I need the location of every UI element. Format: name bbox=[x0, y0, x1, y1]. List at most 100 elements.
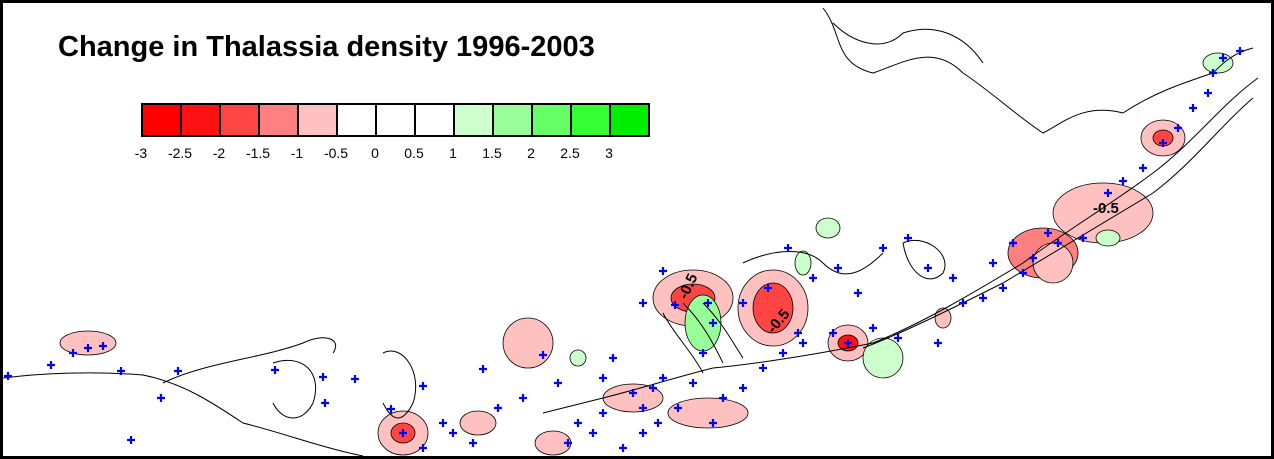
sample-site-marker bbox=[1019, 269, 1027, 277]
sample-site-marker bbox=[834, 264, 842, 272]
sample-site-marker bbox=[589, 429, 597, 437]
sample-site-marker bbox=[924, 264, 932, 272]
sample-site-marker bbox=[439, 419, 447, 427]
sample-site-marker bbox=[764, 284, 772, 292]
sample-site-marker bbox=[894, 334, 902, 342]
sample-site-marker bbox=[1079, 234, 1087, 242]
sample-site-marker bbox=[739, 384, 747, 392]
contour-region bbox=[502, 317, 554, 369]
sample-site-marker bbox=[1189, 104, 1197, 112]
sample-site-marker bbox=[1209, 69, 1217, 77]
legend-swatch bbox=[455, 105, 494, 135]
sample-site-marker bbox=[979, 294, 987, 302]
sample-site-marker bbox=[47, 361, 55, 369]
sample-site-marker bbox=[619, 444, 627, 452]
sample-site-marker bbox=[1236, 47, 1244, 55]
sample-site-marker bbox=[99, 342, 107, 350]
legend-ticks: -3 -2.5 -2 -1.5 -1 -0.5 0 0.5 1 1.5 2 2.5 3 bbox=[123, 145, 683, 165]
sample-site-marker bbox=[157, 394, 165, 402]
contour-region bbox=[934, 307, 952, 329]
sample-site-marker bbox=[659, 374, 667, 382]
legend-swatch bbox=[572, 105, 611, 135]
sample-site-marker bbox=[4, 372, 12, 380]
contour-region bbox=[862, 337, 904, 379]
map-canvas: -0.5 -0.5 -0.5 bbox=[3, 7, 1259, 456]
sample-site-marker bbox=[574, 419, 582, 427]
sample-site-marker bbox=[949, 274, 957, 282]
legend-tick-label: -1 bbox=[290, 145, 304, 161]
legend-tick-label: -0.5 bbox=[323, 145, 349, 161]
legend-swatch bbox=[494, 105, 533, 135]
legend-tick-label: -3 bbox=[134, 145, 148, 161]
legend-tick-label: -2 bbox=[212, 145, 226, 161]
legend-tick-label: -2.5 bbox=[167, 145, 193, 161]
contour-region bbox=[752, 282, 794, 334]
sample-site-marker bbox=[1054, 239, 1062, 247]
sample-site-marker bbox=[639, 404, 647, 412]
sample-site-marker bbox=[784, 244, 792, 252]
legend-swatch bbox=[182, 105, 221, 135]
sample-site-marker bbox=[271, 366, 279, 374]
sample-site-marker bbox=[351, 375, 359, 383]
legend-tick-label: 2 bbox=[527, 145, 535, 161]
sample-site-marker bbox=[654, 419, 662, 427]
sample-site-marker bbox=[794, 329, 802, 337]
legend-swatch bbox=[533, 105, 572, 135]
sample-site-marker bbox=[554, 379, 562, 387]
sample-site-marker bbox=[639, 299, 647, 307]
density-change-contours bbox=[59, 52, 1234, 456]
sample-site-marker bbox=[1119, 177, 1127, 185]
contour-region bbox=[1032, 242, 1074, 284]
sample-site-marker bbox=[869, 324, 877, 332]
sample-site-marker bbox=[779, 349, 787, 357]
sample-site-marker bbox=[1009, 239, 1017, 247]
sample-site-marker bbox=[809, 274, 817, 282]
contour-region bbox=[794, 250, 812, 276]
contour-region bbox=[569, 349, 587, 367]
sample-site-marker bbox=[659, 267, 667, 275]
contour-region bbox=[1095, 229, 1121, 247]
legend-tick-label: 2.5 bbox=[560, 145, 580, 161]
sample-site-marker bbox=[539, 351, 547, 359]
legend-swatch bbox=[611, 105, 648, 135]
sample-site-marker bbox=[854, 289, 862, 297]
sample-site-marker bbox=[599, 409, 607, 417]
sample-site-marker bbox=[519, 394, 527, 402]
sample-site-marker bbox=[904, 234, 912, 242]
legend-swatch bbox=[377, 105, 416, 135]
sample-site-marker bbox=[999, 284, 1007, 292]
sample-site-marker bbox=[479, 365, 487, 373]
sample-site-marker bbox=[934, 339, 942, 347]
sample-site-marker bbox=[564, 439, 572, 447]
legend-swatch bbox=[260, 105, 299, 135]
contour-region bbox=[815, 217, 841, 239]
sample-site-marker bbox=[759, 364, 767, 372]
sample-site-marker bbox=[704, 299, 712, 307]
contour-region bbox=[667, 397, 749, 429]
sample-site-marker bbox=[469, 439, 477, 447]
sample-site-marker bbox=[1044, 229, 1052, 237]
legend-tick-label: 3 bbox=[605, 145, 613, 161]
legend-swatch bbox=[143, 105, 182, 135]
sample-site-marker bbox=[1219, 54, 1227, 62]
sample-site-marker bbox=[689, 379, 697, 387]
map-title: Change in Thalassia density 1996-2003 bbox=[58, 31, 595, 63]
contour-region bbox=[1202, 52, 1234, 74]
legend-tick-label: 1.5 bbox=[482, 145, 502, 161]
sample-site-marker bbox=[419, 444, 427, 452]
sample-site-marker bbox=[709, 419, 717, 427]
contour-region bbox=[459, 410, 497, 436]
sample-site-marker bbox=[1204, 89, 1212, 97]
sample-site-marker bbox=[1174, 124, 1182, 132]
sample-site-marker bbox=[671, 301, 679, 309]
sample-site-marker bbox=[599, 374, 607, 382]
sample-site-marker bbox=[844, 339, 852, 347]
sample-site-marker bbox=[449, 429, 457, 437]
legend-swatch bbox=[299, 105, 338, 135]
legend-swatch bbox=[221, 105, 260, 135]
sample-site-marker bbox=[321, 399, 329, 407]
sample-site-marker bbox=[829, 329, 837, 337]
sample-site-marker bbox=[1029, 254, 1037, 262]
contour-label: -0.5 bbox=[1093, 200, 1119, 217]
